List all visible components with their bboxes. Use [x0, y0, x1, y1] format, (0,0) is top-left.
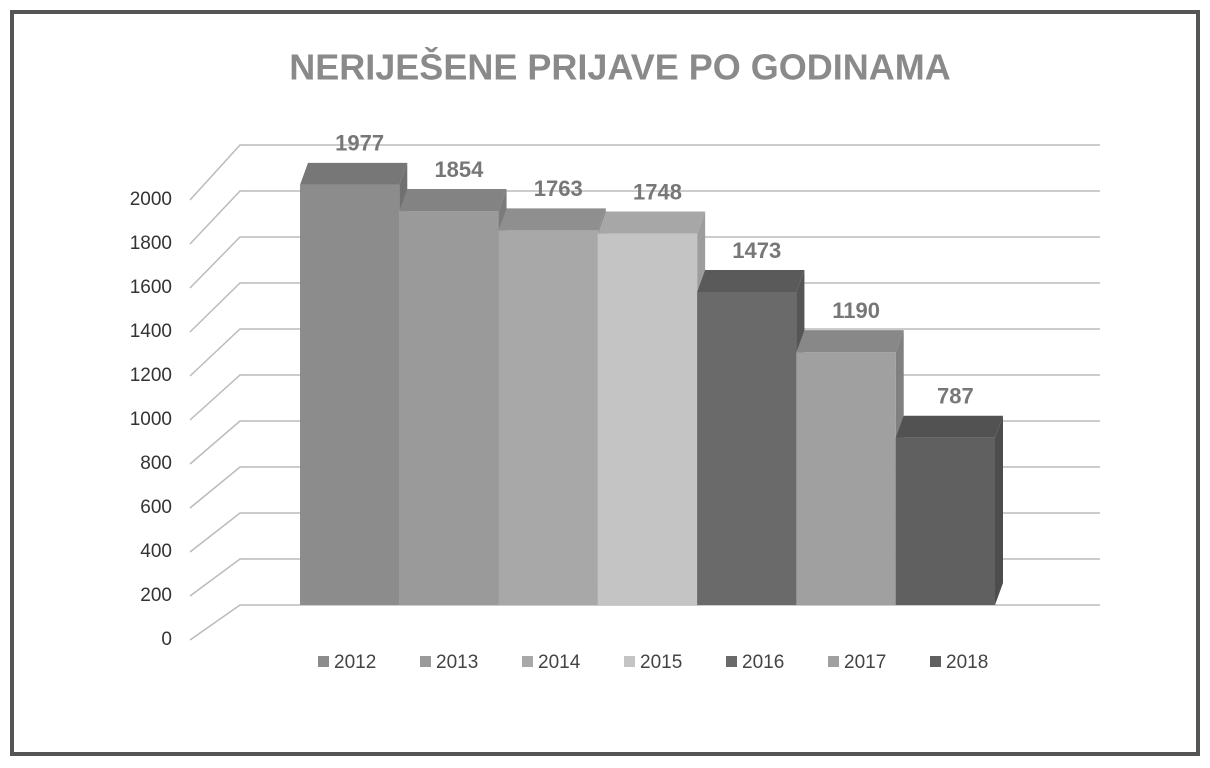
legend-swatch [828, 656, 839, 667]
data-label: 1977 [335, 131, 384, 156]
data-label: 1190 [832, 298, 880, 323]
data-label: 1763 [534, 176, 583, 201]
y-tick-label: 1800 [130, 233, 172, 254]
y-tick-label: 1000 [130, 409, 172, 430]
y-tick-label: 1400 [130, 321, 172, 342]
bar [399, 211, 499, 605]
legend-label: 2012 [334, 652, 376, 673]
legend-swatch [726, 656, 737, 667]
data-label: 1854 [434, 157, 484, 182]
legend-swatch [318, 656, 329, 667]
bar-top [895, 415, 1003, 438]
legend-swatch [420, 656, 431, 667]
legend-label: 2016 [742, 652, 784, 673]
y-tick-label: 1600 [130, 277, 172, 298]
grid-line [189, 144, 1100, 201]
bar-top [300, 162, 408, 185]
bar-top [399, 189, 507, 212]
bar-top [697, 269, 805, 292]
bar [895, 437, 995, 605]
data-label: 1473 [732, 238, 781, 263]
legend-swatch [624, 656, 635, 667]
legend-label: 2014 [538, 652, 581, 673]
bar-top [498, 208, 606, 231]
grid-line [189, 236, 1100, 289]
grid-line [189, 282, 1100, 333]
legend-label: 2017 [844, 652, 886, 673]
y-tick-label: 200 [140, 585, 172, 606]
legend-label: 2013 [436, 652, 478, 673]
bar-side [995, 415, 1003, 605]
legend-swatch [930, 656, 941, 667]
bar-top [597, 211, 706, 234]
legend-label: 2018 [946, 652, 988, 673]
y-tick-label: 600 [140, 497, 172, 518]
grid-line [189, 328, 1100, 377]
legend-swatch [522, 656, 533, 667]
y-tick-label: 400 [140, 541, 172, 562]
bar [498, 230, 598, 606]
bar [300, 184, 400, 605]
data-label: 787 [937, 384, 974, 409]
bar [697, 291, 797, 605]
grid-line [189, 190, 1100, 245]
y-tick-label: 2000 [130, 189, 172, 210]
y-tick-label: 1200 [130, 365, 172, 386]
bar [796, 352, 896, 605]
bar [597, 233, 698, 606]
chart-title: NERIJEŠENE PRIJAVE PO GODINAMA [289, 46, 950, 88]
y-tick-label: 800 [140, 453, 172, 474]
data-label: 1748 [633, 179, 682, 204]
bar-top [796, 330, 904, 353]
legend-label: 2015 [640, 652, 682, 673]
y-tick-label: 0 [161, 629, 172, 650]
